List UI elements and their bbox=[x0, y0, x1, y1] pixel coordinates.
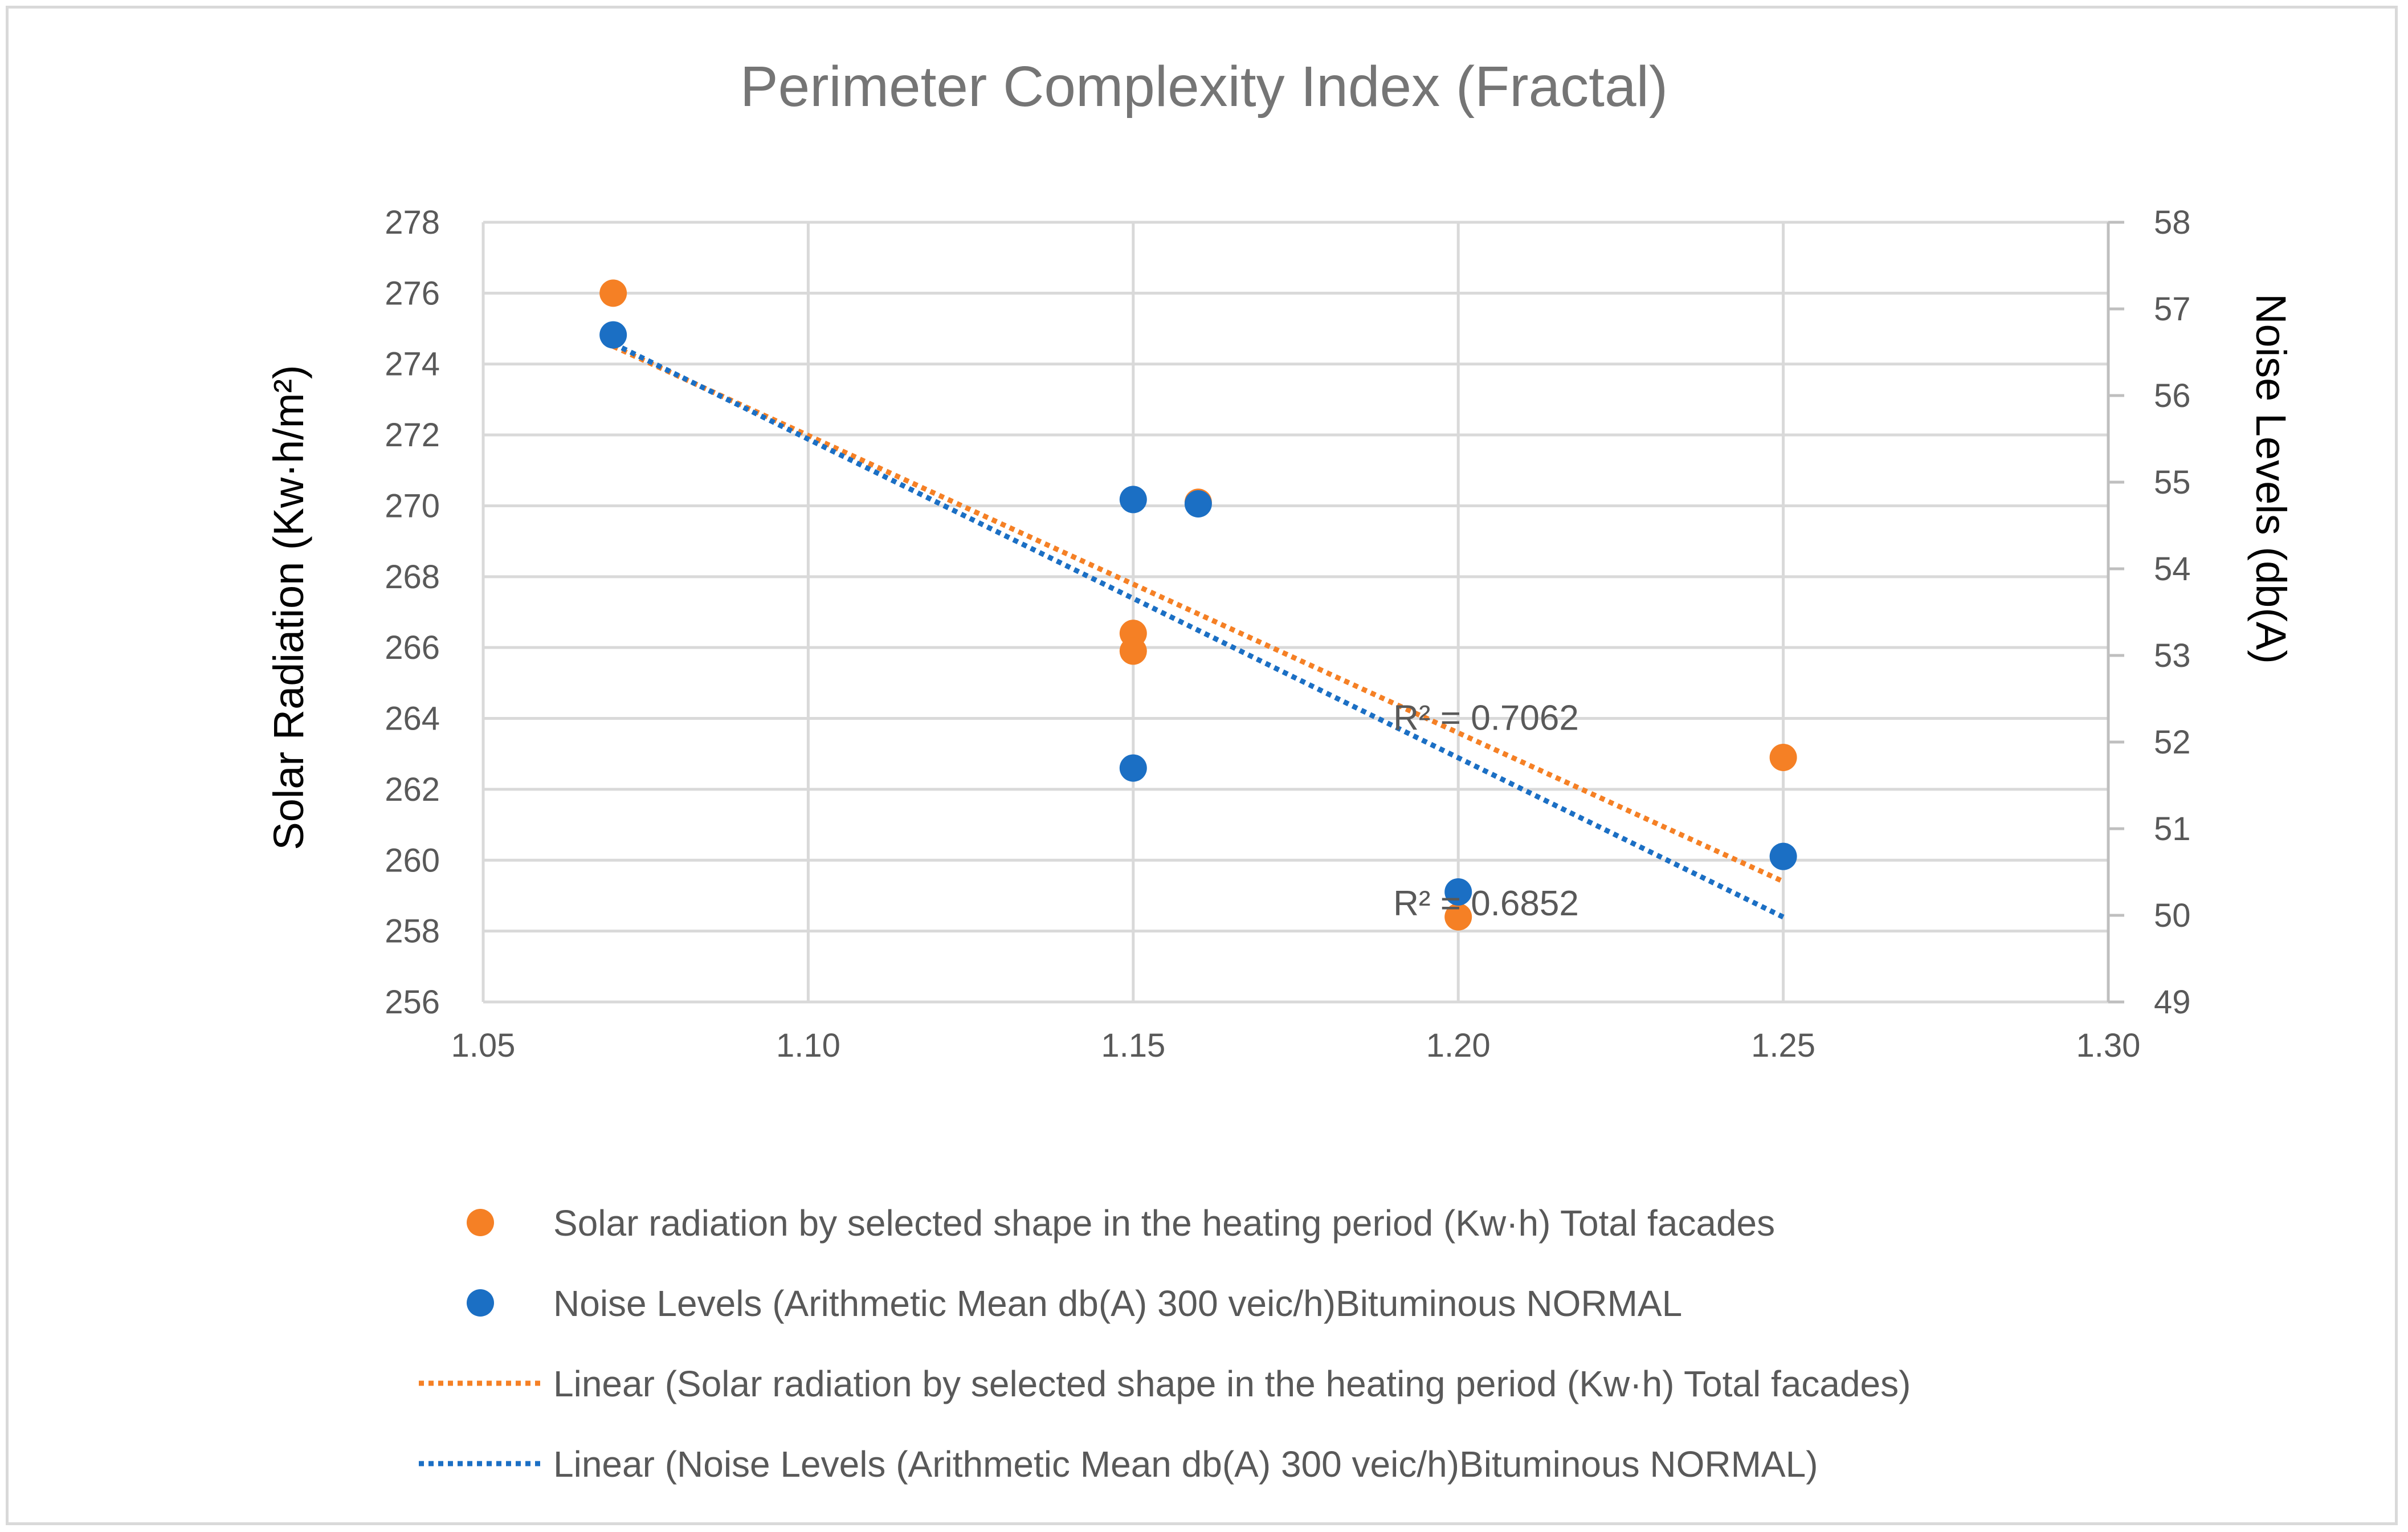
y-right-tick-label: 52 bbox=[2154, 724, 2191, 761]
y-right-tick-label: 54 bbox=[2154, 551, 2191, 588]
solar-point bbox=[599, 279, 627, 307]
data-points bbox=[599, 279, 1797, 931]
y-right-tick-label: 53 bbox=[2154, 637, 2191, 674]
y-left-tick-label: 270 bbox=[385, 487, 440, 524]
x-tick-label: 1.10 bbox=[776, 1027, 840, 1064]
noise-point bbox=[599, 321, 627, 349]
y-left-tick-label: 268 bbox=[385, 559, 440, 596]
legend: Solar radiation by selected shape in the… bbox=[419, 1203, 1911, 1485]
solar-point bbox=[1119, 637, 1147, 665]
y-axis-left-title: Solar Radiation (Kw·h/m²) bbox=[265, 365, 312, 850]
y-right-tick-label: 56 bbox=[2154, 377, 2191, 414]
y-left-tick-label: 274 bbox=[385, 346, 440, 383]
y-left-tick-label: 266 bbox=[385, 629, 440, 666]
y-left-tick-label: 264 bbox=[385, 700, 440, 738]
gridlines bbox=[481, 221, 2110, 1004]
y-left-tick-label: 258 bbox=[385, 913, 440, 950]
tick-labels: 1.05 1.10 1.15 1.20 1.25 1.30 256 258 260 262 264 2… bbox=[385, 204, 2190, 1064]
legend-marker-solar bbox=[467, 1209, 494, 1236]
solar-point bbox=[1769, 743, 1797, 771]
legend-label-trend-solar: Linear (Solar radiation by selected shap… bbox=[553, 1363, 1911, 1404]
x-tick-label: 1.15 bbox=[1101, 1027, 1165, 1064]
trendline-noise bbox=[612, 341, 1785, 920]
y-right-tick-label: 58 bbox=[2154, 204, 2191, 241]
noise-point bbox=[1184, 490, 1212, 518]
x-tick-label: 1.05 bbox=[451, 1027, 516, 1064]
chart-title: Perimeter Complexity Index (Fractal) bbox=[740, 55, 1668, 119]
solar-point bbox=[1444, 903, 1472, 931]
r2-label-solar: R² = 0.7062 bbox=[1393, 699, 1579, 738]
trendline-solar bbox=[612, 344, 1785, 884]
chart-frame bbox=[6, 6, 2398, 1525]
noise-point bbox=[1119, 486, 1147, 514]
y-right-tick-label: 51 bbox=[2154, 810, 2191, 848]
y-left-tick-label: 278 bbox=[385, 204, 440, 241]
y-right-tick-label: 55 bbox=[2154, 464, 2191, 501]
r2-label-noise: R² = 0.6852 bbox=[1393, 884, 1579, 923]
x-tick-label: 1.20 bbox=[1426, 1027, 1491, 1064]
y-right-tick-label: 50 bbox=[2154, 897, 2191, 934]
x-tick-label: 1.30 bbox=[2076, 1027, 2141, 1064]
legend-label-noise: Noise Levels (Arithmetic Mean db(A) 300 … bbox=[553, 1283, 1682, 1324]
y-left-tick-label: 262 bbox=[385, 771, 440, 808]
legend-label-solar: Solar radiation by selected shape in the… bbox=[553, 1203, 1775, 1244]
axes bbox=[2107, 221, 2124, 1004]
trendlines bbox=[612, 341, 1785, 920]
y-right-tick-label: 49 bbox=[2154, 984, 2191, 1021]
y-axis-right-title: Noise Levels (db(A) bbox=[2247, 294, 2295, 664]
legend-label-trend-noise: Linear (Noise Levels (Arithmetic Mean db… bbox=[553, 1444, 1818, 1485]
noise-point bbox=[1119, 754, 1147, 782]
y-left-tick-label: 260 bbox=[385, 842, 440, 879]
noise-point bbox=[1444, 878, 1472, 906]
noise-point bbox=[1769, 842, 1797, 870]
y-left-tick-label: 276 bbox=[385, 275, 440, 312]
y-left-tick-label: 256 bbox=[385, 984, 440, 1021]
y-left-tick-label: 272 bbox=[385, 417, 440, 454]
y-right-tick-label: 57 bbox=[2154, 291, 2191, 328]
legend-marker-noise bbox=[467, 1289, 494, 1317]
x-tick-label: 1.25 bbox=[1751, 1027, 1815, 1064]
